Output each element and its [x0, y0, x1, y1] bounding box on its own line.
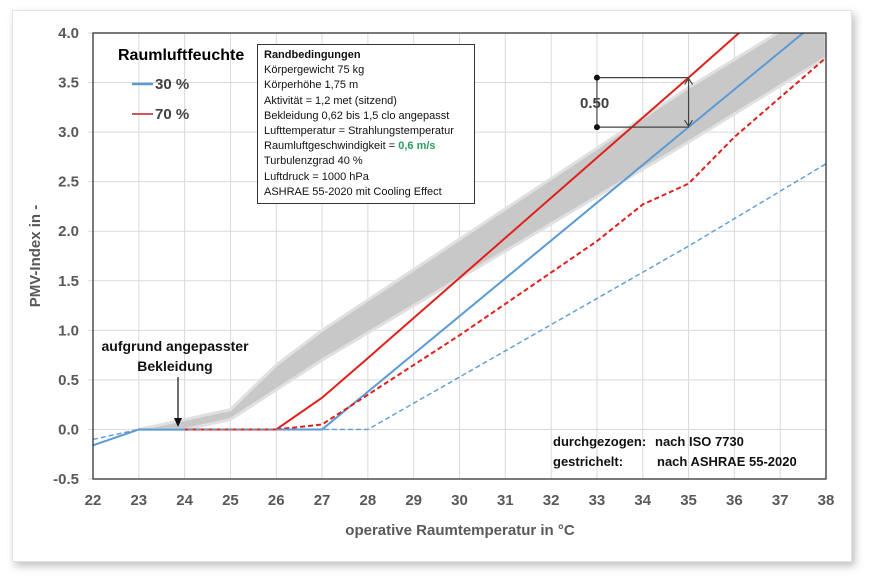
- method-dashed-label: gestrichelt:: [553, 454, 623, 469]
- air-speed-value: 0,6 m/s: [398, 140, 436, 153]
- condition-line: ASHRAE 55-2020 mit Cooling Effect: [264, 185, 442, 198]
- condition-line: Lufttemperatur = Strahlungstemperatur: [264, 125, 454, 138]
- x-tick-label: 35: [680, 492, 697, 509]
- legend-title: Raumluftfeuchte: [118, 47, 244, 64]
- difference-annotation: [593, 74, 694, 131]
- condition-line: Aktivität = 1,2 met (sitzend): [264, 94, 397, 107]
- condition-line: Bekleidung 0,62 bis 1,5 clo angepasst: [264, 109, 450, 122]
- x-tick-label: 38: [818, 492, 835, 509]
- x-tick-label: 27: [314, 492, 331, 509]
- x-tick-label: 33: [589, 492, 606, 509]
- x-tick-label: 26: [268, 492, 285, 509]
- series-30-dashed: [93, 163, 826, 441]
- legend-item-70: 70 %: [155, 106, 189, 123]
- y-axis-label: PMV-Index in -: [27, 205, 44, 308]
- difference-arrowheads: [684, 77, 694, 128]
- difference-label: 0.50: [580, 95, 609, 112]
- y-tick-label: 3.5: [58, 75, 79, 92]
- x-tick-label: 28: [360, 492, 377, 509]
- x-tick-label: 34: [634, 492, 651, 509]
- clothing-note-line1: aufgrund angepasster: [101, 338, 249, 354]
- method-solid-value: nach ISO 7730: [655, 434, 744, 449]
- boundary-conditions-box: Randbedingungen Körpergewicht 75 kg Körp…: [257, 44, 475, 204]
- x-tick-label: 37: [772, 492, 789, 509]
- condition-line-air-speed: Raumluftgeschwindigkeit = 0,6 m/s: [264, 139, 468, 154]
- x-axis-label: operative Raumtemperatur in °C: [345, 522, 575, 539]
- y-tick-label: 2.0: [58, 223, 79, 240]
- comfort-band: [138, 33, 826, 431]
- y-tick-label: 1.5: [58, 273, 79, 290]
- condition-line: Körperhöhe 1,75 m: [264, 79, 359, 92]
- y-tick-label: 3.0: [58, 124, 79, 141]
- x-tick-label: 22: [85, 492, 102, 509]
- clothing-note-line2: Bekleidung: [137, 358, 212, 374]
- y-tick-label: 2.5: [58, 174, 79, 191]
- y-tick-label: 4.0: [58, 25, 79, 42]
- condition-line: Körpergewicht 75 kg: [264, 64, 365, 77]
- x-tick-label: 25: [222, 492, 239, 509]
- clothing-note-arrowhead: [174, 418, 182, 427]
- method-solid-label: durchgezogen:: [553, 434, 646, 449]
- condition-line: Turbulenzgrad 40 %: [264, 155, 363, 168]
- method-dashed-value: nach ASHRAE 55-2020: [657, 454, 797, 469]
- x-tick-label: 30: [451, 492, 468, 509]
- y-tick-label: 1.0: [58, 322, 79, 339]
- y-tick-label: -0.5: [53, 471, 79, 488]
- series-70-dashed: [276, 57, 826, 431]
- x-tick-label: 32: [543, 492, 560, 509]
- air-speed-label: Raumluftgeschwindigkeit =: [264, 140, 399, 153]
- y-tick-label: 0.5: [58, 372, 79, 389]
- x-tick-label: 24: [176, 492, 193, 509]
- x-tick-label: 23: [130, 492, 147, 509]
- x-tick-label: 36: [726, 492, 743, 509]
- x-tick-label: 31: [497, 492, 514, 509]
- difference-dot: [593, 74, 600, 81]
- y-tick-label: 0.0: [58, 421, 79, 438]
- conditions-title: Randbedingungen: [264, 49, 361, 61]
- legend-item-30: 30 %: [155, 76, 189, 93]
- plot-frame: [92, 32, 827, 480]
- condition-line: Luftdruck = 1000 hPa: [264, 170, 369, 183]
- difference-dot: [593, 124, 600, 131]
- x-tick-label: 29: [405, 492, 422, 509]
